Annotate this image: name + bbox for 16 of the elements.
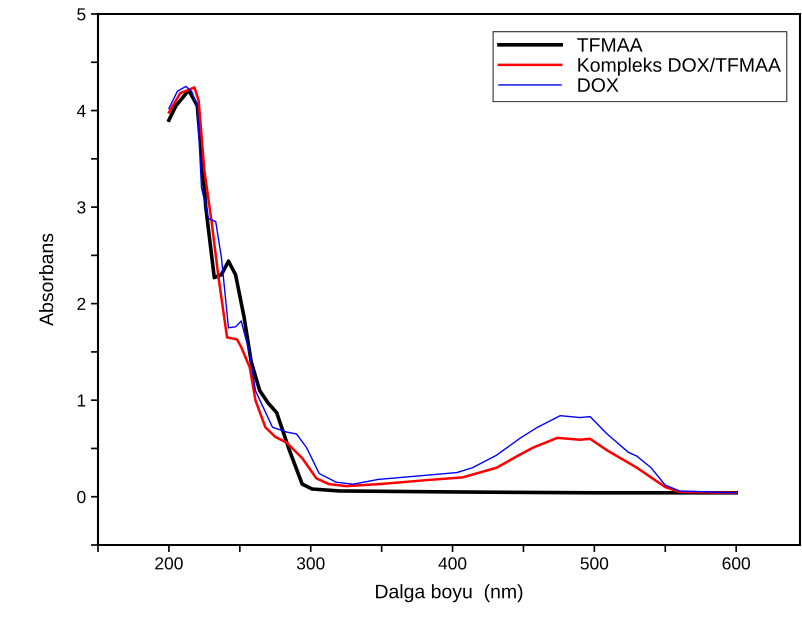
y-tick-label: 4 bbox=[76, 104, 86, 117]
y-tick-label: 0 bbox=[77, 490, 86, 504]
x-tick-label: 200 bbox=[155, 557, 183, 570]
y-tick-label: 5 bbox=[77, 8, 86, 20]
legend-label: Kompleks DOX/TFMAA bbox=[578, 58, 781, 76]
legend-label: DOX bbox=[578, 78, 618, 92]
x-tick-label: 500 bbox=[580, 557, 608, 570]
x-tick-label: 400 bbox=[438, 557, 466, 570]
y-axis-title: Absorbans bbox=[38, 234, 54, 326]
x-tick-label: 600 bbox=[722, 557, 750, 570]
x-axis-title: Dalga boyu (nm) bbox=[376, 584, 522, 602]
x-tick-label: 300 bbox=[296, 557, 325, 570]
legend-label: TFMAA bbox=[577, 38, 643, 52]
y-tick-label: 1 bbox=[78, 394, 86, 406]
y-tick-label: 3 bbox=[77, 201, 86, 214]
y-tick-label: 2 bbox=[77, 298, 86, 310]
